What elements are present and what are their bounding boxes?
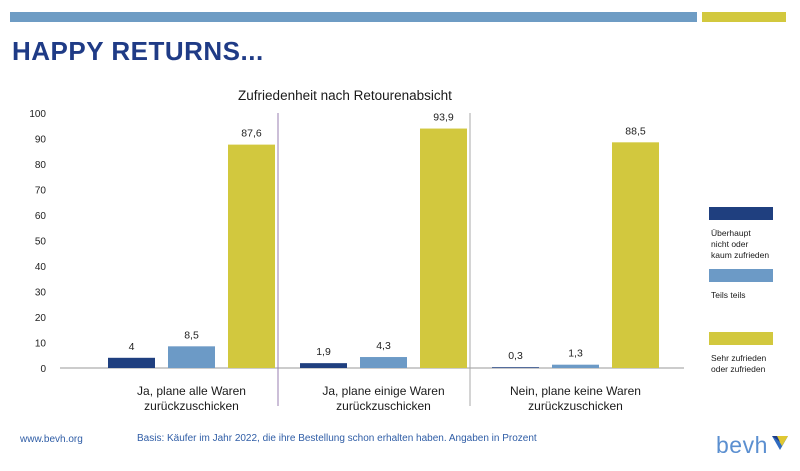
y-tick-label: 70 <box>35 186 47 197</box>
category-label: Ja, plane alle Waren <box>137 384 246 398</box>
bar <box>360 357 407 368</box>
bevh-logo-text: bevh <box>716 432 768 458</box>
bar <box>492 367 539 369</box>
category-label: Nein, plane keine Waren <box>510 384 641 398</box>
data-label: 0,3 <box>508 350 523 362</box>
data-label: 1,9 <box>316 346 331 358</box>
y-tick-label: 90 <box>35 135 47 146</box>
footer-website-link[interactable]: www.bevh.org <box>20 434 83 445</box>
bar <box>420 128 467 368</box>
data-label: 4,3 <box>376 340 391 352</box>
legend-swatch-not-satisfied <box>709 207 773 220</box>
legend-swatch-partly <box>709 269 773 282</box>
y-tick-label: 10 <box>35 339 47 350</box>
data-label: 1,3 <box>568 348 583 360</box>
y-tick-label: 0 <box>40 364 46 375</box>
data-label: 88,5 <box>625 125 646 137</box>
bar <box>612 142 659 368</box>
data-label: 8,5 <box>184 329 199 341</box>
bar <box>300 363 347 368</box>
page-title: HAPPY RETURNS... <box>12 36 264 66</box>
bar <box>108 357 155 368</box>
legend-swatch-satisfied <box>709 332 773 345</box>
bar <box>552 364 599 368</box>
bar <box>228 144 275 368</box>
category-label: Ja, plane einige Waren <box>322 384 444 398</box>
bar <box>168 346 215 368</box>
chart-title: Zufriedenheit nach Retourenabsicht <box>238 88 452 103</box>
y-tick-label: 50 <box>35 237 47 248</box>
legend-label-not-satisfied: Überhaupt nicht oder kaum zufrieden <box>711 228 770 260</box>
y-tick-label: 20 <box>35 313 47 324</box>
y-tick-label: 40 <box>35 262 47 273</box>
y-tick-label: 100 <box>29 109 46 120</box>
footer-basis-note: Basis: Käufer im Jahr 2022, die ihre Bes… <box>137 433 537 444</box>
y-tick-label: 80 <box>35 160 47 171</box>
legend-label-partly: Teils teils <box>711 290 746 300</box>
legend-label-satisfied: Sehr zufrieden oder zufrieden <box>711 353 767 374</box>
category-label: zurückzuschicken <box>336 399 431 413</box>
top-accent-bar-yellow <box>702 12 786 22</box>
y-tick-label: 60 <box>35 211 47 222</box>
category-label: zurückzuschicken <box>528 399 623 413</box>
data-label: 93,9 <box>433 112 454 124</box>
data-label: 4 <box>129 341 135 353</box>
y-tick-label: 30 <box>35 288 47 299</box>
bevh-logo-mark-icon <box>772 436 788 450</box>
data-label: 87,6 <box>241 128 262 140</box>
top-accent-bar-blue <box>10 12 697 22</box>
category-label: zurückzuschicken <box>144 399 239 413</box>
